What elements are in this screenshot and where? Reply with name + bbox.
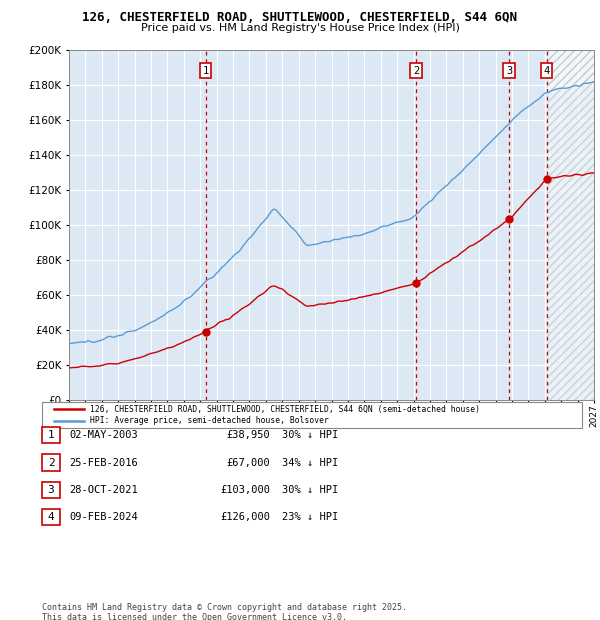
- Text: 3: 3: [506, 66, 512, 76]
- Text: 25-FEB-2016: 25-FEB-2016: [69, 458, 138, 467]
- Text: 126, CHESTERFIELD ROAD, SHUTTLEWOOD, CHESTERFIELD, S44 6QN (semi-detached house): 126, CHESTERFIELD ROAD, SHUTTLEWOOD, CHE…: [90, 405, 480, 414]
- Text: 1: 1: [203, 66, 209, 76]
- Text: 2: 2: [47, 458, 55, 467]
- Text: 28-OCT-2021: 28-OCT-2021: [69, 485, 138, 495]
- Text: 4: 4: [544, 66, 550, 76]
- Text: 2: 2: [413, 66, 419, 76]
- Text: 02-MAY-2003: 02-MAY-2003: [69, 430, 138, 440]
- Text: 4: 4: [47, 512, 55, 522]
- Text: Price paid vs. HM Land Registry's House Price Index (HPI): Price paid vs. HM Land Registry's House …: [140, 23, 460, 33]
- Text: 126, CHESTERFIELD ROAD, SHUTTLEWOOD, CHESTERFIELD, S44 6QN: 126, CHESTERFIELD ROAD, SHUTTLEWOOD, CHE…: [83, 11, 517, 24]
- Text: 30% ↓ HPI: 30% ↓ HPI: [282, 485, 338, 495]
- Text: £38,950: £38,950: [226, 430, 270, 440]
- Text: 23% ↓ HPI: 23% ↓ HPI: [282, 512, 338, 522]
- Text: £67,000: £67,000: [226, 458, 270, 467]
- Text: Contains HM Land Registry data © Crown copyright and database right 2025.
This d: Contains HM Land Registry data © Crown c…: [42, 603, 407, 620]
- Text: HPI: Average price, semi-detached house, Bolsover: HPI: Average price, semi-detached house,…: [90, 416, 329, 425]
- Text: 09-FEB-2024: 09-FEB-2024: [69, 512, 138, 522]
- Text: 1: 1: [47, 430, 55, 440]
- Text: 30% ↓ HPI: 30% ↓ HPI: [282, 430, 338, 440]
- Text: 34% ↓ HPI: 34% ↓ HPI: [282, 458, 338, 467]
- Text: £103,000: £103,000: [220, 485, 270, 495]
- Text: 3: 3: [47, 485, 55, 495]
- Text: £126,000: £126,000: [220, 512, 270, 522]
